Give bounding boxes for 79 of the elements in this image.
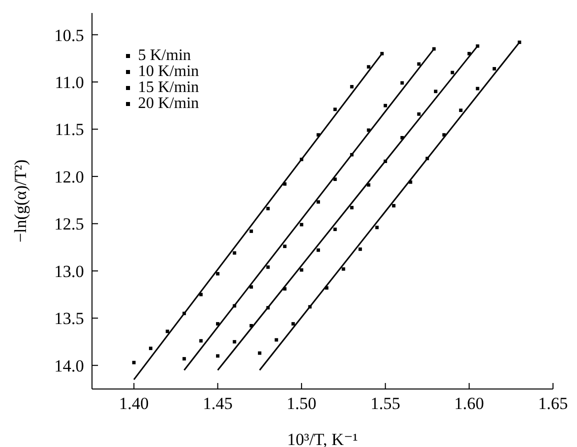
point	[166, 330, 170, 334]
point	[333, 108, 337, 112]
point	[450, 70, 454, 74]
point	[518, 40, 522, 44]
point	[476, 86, 480, 90]
point	[400, 81, 404, 85]
point	[442, 133, 446, 137]
point	[316, 248, 320, 252]
point	[432, 47, 436, 51]
legend-label: 10 K/min	[138, 63, 199, 80]
point	[283, 244, 286, 248]
point	[350, 206, 354, 210]
x-tick-label: 1.55	[370, 394, 400, 414]
point	[250, 230, 253, 233]
point	[316, 133, 320, 137]
point	[333, 178, 337, 181]
point	[408, 180, 412, 184]
y-tick-label: 14.0	[54, 356, 84, 376]
point	[258, 351, 262, 355]
point	[266, 265, 270, 269]
x-tick-label: 1.50	[286, 394, 316, 414]
point	[392, 204, 396, 208]
y-tick-label: 12.5	[54, 214, 84, 234]
point	[300, 222, 304, 226]
y-tick-label: 12.0	[54, 167, 84, 186]
legend-label: 20 K/min	[138, 95, 199, 112]
point	[358, 247, 362, 251]
point	[426, 156, 429, 160]
point	[417, 62, 421, 66]
point	[266, 206, 270, 210]
point	[384, 160, 388, 164]
point	[232, 304, 236, 308]
y-axis-title: −ln(g(α)/T²)	[11, 159, 30, 243]
point	[216, 354, 220, 358]
y-tick-label: 10.5	[54, 26, 84, 45]
point	[366, 183, 370, 187]
point	[148, 346, 152, 350]
x-tick-label: 1.65	[538, 394, 568, 414]
legend-label: 15 K/min	[138, 79, 199, 96]
x-tick-label: 1.45	[202, 394, 233, 414]
point	[216, 322, 220, 326]
point	[182, 312, 186, 316]
point	[266, 306, 270, 310]
point	[308, 305, 312, 309]
y-tick-label: 13.0	[54, 262, 84, 281]
point	[182, 357, 186, 360]
point	[492, 67, 496, 70]
point	[476, 44, 480, 48]
legend-label: 5 K/min	[138, 47, 191, 64]
x-tick-label: 1.60	[454, 394, 484, 414]
point	[232, 340, 236, 344]
point	[199, 339, 203, 343]
point	[384, 104, 388, 108]
point	[300, 158, 304, 162]
point	[333, 228, 337, 232]
point	[283, 182, 286, 186]
point	[366, 128, 370, 132]
point	[316, 200, 320, 204]
point	[467, 52, 471, 56]
point	[250, 285, 253, 289]
point	[459, 108, 462, 112]
point	[283, 287, 286, 291]
point	[366, 65, 370, 69]
point	[380, 52, 384, 56]
point	[350, 153, 354, 156]
x-tick-label: 1.40	[119, 394, 149, 414]
point	[434, 90, 438, 94]
y-tick-label: 11.0	[54, 73, 84, 92]
y-tick-label: 11.5	[54, 120, 84, 140]
point	[400, 136, 404, 140]
y-tick-label: 13.5	[54, 309, 84, 328]
point	[350, 84, 354, 88]
point	[216, 272, 220, 276]
point	[291, 322, 295, 326]
point	[324, 286, 328, 290]
point	[250, 324, 253, 328]
point	[274, 338, 278, 342]
point	[132, 360, 136, 364]
point	[417, 112, 421, 116]
